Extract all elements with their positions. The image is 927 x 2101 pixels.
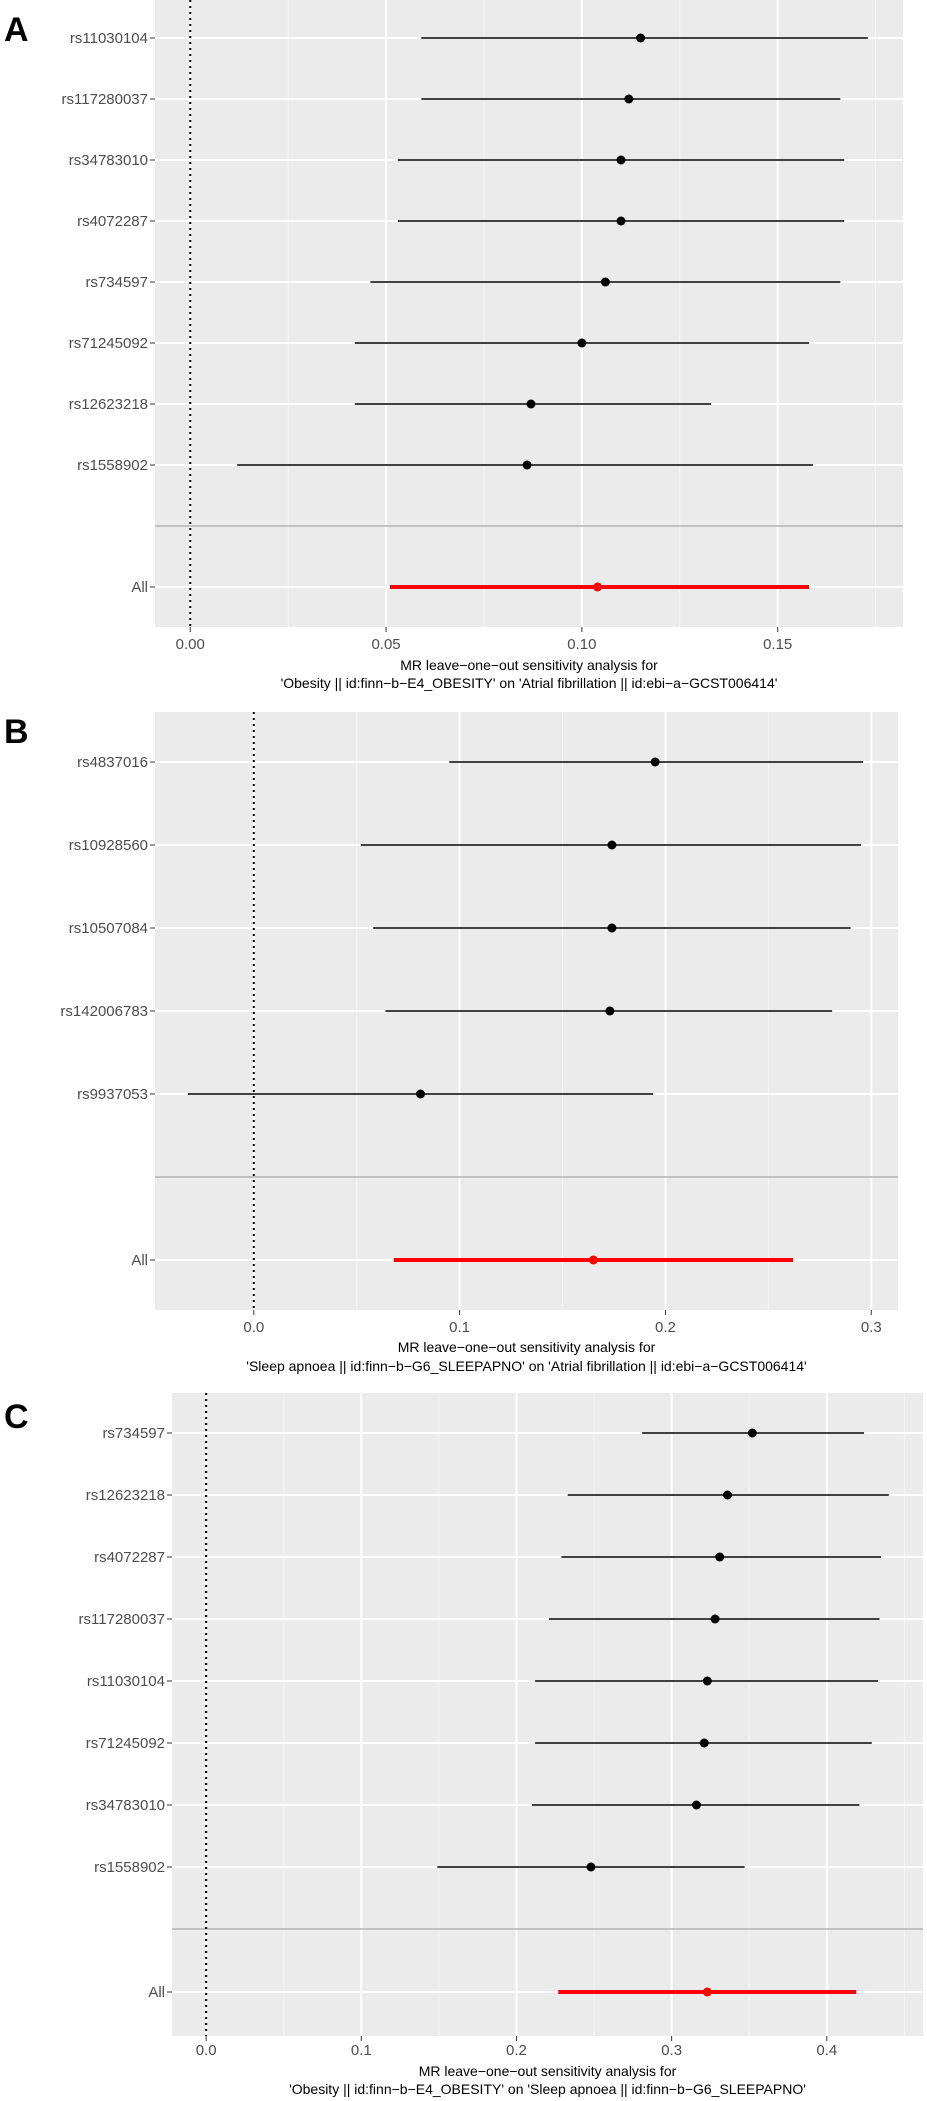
x-tick-label: 0.2 bbox=[655, 1319, 676, 1336]
overall-point-estimate bbox=[593, 582, 603, 592]
point-estimate bbox=[650, 757, 660, 767]
point-estimate bbox=[616, 216, 626, 226]
row-label: rs12623218 bbox=[86, 1487, 165, 1504]
x-axis-title-line2: 'Obesity || id:finn−b−E4_OBESITY' on 'Sl… bbox=[289, 2081, 806, 2097]
x-axis-title-line2: 'Sleep apnoea || id:finn−b−G6_SLEEPAPNO'… bbox=[246, 1358, 806, 1374]
overall-label: All bbox=[131, 1252, 148, 1269]
row-label: rs117280037 bbox=[79, 1611, 165, 1628]
point-estimate bbox=[702, 1676, 712, 1686]
x-axis-title: MR leave−one−out sensitivity analysis fo… bbox=[419, 2063, 677, 2079]
panel-background bbox=[172, 1393, 923, 2036]
panel-letter: C bbox=[4, 1398, 29, 1436]
overall-point-estimate bbox=[588, 1255, 598, 1265]
row-label: rs142006783 bbox=[60, 1003, 148, 1020]
x-tick-label: 0.0 bbox=[196, 2042, 217, 2059]
point-estimate bbox=[586, 1862, 596, 1872]
row-label: rs734597 bbox=[85, 274, 148, 291]
row-label: rs10507084 bbox=[69, 920, 148, 937]
overall-point-estimate bbox=[702, 1987, 712, 1997]
row-label: rs11030104 bbox=[70, 30, 148, 47]
row-label: rs34783010 bbox=[86, 1797, 165, 1814]
point-estimate bbox=[691, 1800, 701, 1810]
point-estimate bbox=[616, 155, 626, 165]
x-axis-title-line2: 'Obesity || id:finn−b−E4_OBESITY' on 'At… bbox=[281, 675, 778, 691]
point-estimate bbox=[747, 1428, 757, 1438]
row-label: rs9937053 bbox=[77, 1086, 148, 1103]
panel-a: rs11030104 rs117280037 rs34783010 rs4072287… bbox=[4, 0, 903, 691]
row-label: rs4072287 bbox=[77, 213, 148, 230]
x-tick-label: 0.15 bbox=[763, 636, 792, 653]
point-estimate bbox=[636, 33, 646, 43]
point-estimate bbox=[526, 399, 536, 409]
point-estimate bbox=[722, 1490, 732, 1500]
panel-background bbox=[155, 0, 903, 627]
x-tick-label: 0.0 bbox=[243, 1319, 264, 1336]
x-axis-title: MR leave−one−out sensitivity analysis fo… bbox=[400, 657, 658, 673]
row-label: rs117280037 bbox=[62, 91, 148, 108]
x-tick-label: 0.2 bbox=[506, 2042, 527, 2059]
overall-label: All bbox=[148, 1984, 165, 2001]
row-label: rs10928560 bbox=[69, 837, 148, 854]
point-estimate bbox=[600, 277, 610, 287]
point-estimate bbox=[522, 460, 532, 470]
point-estimate bbox=[577, 338, 587, 348]
panel-letter: A bbox=[4, 11, 29, 49]
point-estimate bbox=[710, 1614, 720, 1624]
row-label: rs4072287 bbox=[94, 1549, 165, 1566]
x-tick-label: 0.00 bbox=[176, 636, 205, 653]
panel-c: rs734597 rs12623218 rs4072287 rs117280037 rs… bbox=[4, 1393, 923, 2097]
point-estimate bbox=[624, 94, 634, 104]
panel-b: rs4837016 rs10928560 rs10507084 rs142006783… bbox=[4, 712, 898, 1374]
panel-letter: B bbox=[4, 713, 29, 751]
point-estimate bbox=[605, 1006, 615, 1016]
point-estimate bbox=[607, 923, 617, 933]
row-label: rs4837016 bbox=[77, 754, 148, 771]
x-axis-title: MR leave−one−out sensitivity analysis fo… bbox=[398, 1339, 656, 1355]
row-label: rs1558902 bbox=[94, 1859, 165, 1876]
x-tick-label: 0.10 bbox=[567, 636, 596, 653]
x-tick-label: 0.1 bbox=[449, 1319, 470, 1336]
point-estimate bbox=[416, 1089, 426, 1099]
overall-label: All bbox=[131, 579, 148, 596]
x-tick-label: 0.3 bbox=[661, 2042, 682, 2059]
x-tick-label: 0.05 bbox=[371, 636, 400, 653]
row-label: rs1558902 bbox=[77, 457, 148, 474]
row-label: rs71245092 bbox=[69, 335, 148, 352]
point-estimate bbox=[715, 1552, 725, 1562]
x-tick-label: 0.1 bbox=[351, 2042, 372, 2059]
row-label: rs34783010 bbox=[69, 152, 148, 169]
row-label: rs734597 bbox=[102, 1425, 165, 1442]
row-label: rs71245092 bbox=[86, 1735, 165, 1752]
point-estimate bbox=[699, 1738, 709, 1748]
x-tick-label: 0.4 bbox=[816, 2042, 837, 2059]
x-tick-label: 0.3 bbox=[861, 1319, 882, 1336]
point-estimate bbox=[607, 840, 617, 850]
row-label: rs12623218 bbox=[69, 396, 148, 413]
row-label: rs11030104 bbox=[87, 1673, 165, 1690]
